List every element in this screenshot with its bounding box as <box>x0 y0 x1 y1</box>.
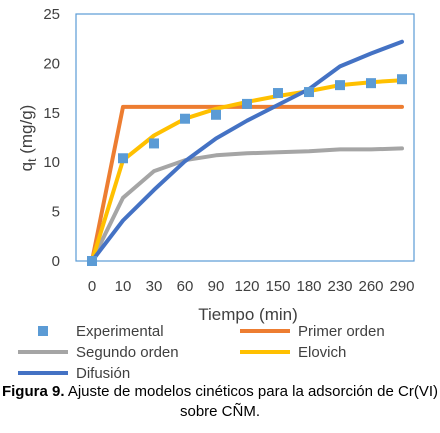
x-tick-label-0: 0 <box>88 278 96 295</box>
y-tick-label-1: 5 <box>52 204 60 221</box>
y-axis-title: qt (mg/g) <box>17 105 39 172</box>
x-tick-label-3: 60 <box>177 278 194 295</box>
y-axis-title-rest: (mg/g) <box>17 105 36 159</box>
x-tick-label-5: 120 <box>234 278 259 295</box>
caption-lead: Figura 9. <box>1 383 65 400</box>
x-tick-label-6: 150 <box>265 278 290 295</box>
figure-caption: Figura 9. Ajuste de modelos cinéticos pa… <box>0 382 440 422</box>
experimental-point-0 <box>87 256 97 266</box>
experimental-point-9 <box>366 78 376 89</box>
y-axis-title-base: q <box>17 162 36 171</box>
experimental-point-2 <box>149 138 159 149</box>
experimental-point-1 <box>118 153 128 164</box>
legend-label-experimental: Experimental <box>76 323 164 340</box>
legend-label-segundo-orden: Segundo orden <box>76 344 179 361</box>
x-tick-label-4: 90 <box>208 278 225 295</box>
plot-area-border <box>75 13 415 262</box>
y-tick-label-5: 25 <box>43 6 60 23</box>
x-tick-label-9: 260 <box>358 278 383 295</box>
experimental-point-8 <box>335 80 345 91</box>
experimental-point-6 <box>273 88 283 99</box>
y-tick-label-0: 0 <box>52 253 60 270</box>
y-axis-title-sub: t <box>25 158 39 162</box>
legend: Experimental Primer orden Segundo orden Elo… <box>18 323 385 382</box>
segundo-orden-line <box>90 146 404 263</box>
legend-label-elovich: Elovich <box>298 344 346 361</box>
caption-text: Ajuste de modelos cinéticos para la adso… <box>64 383 439 420</box>
series-difusion <box>90 39 404 263</box>
x-tick-label-8: 230 <box>327 278 352 295</box>
legend-swatch-experimental <box>38 326 48 336</box>
series-segundo-orden <box>90 146 404 263</box>
y-tick-label-3: 15 <box>43 105 60 122</box>
y-tick-label-2: 10 <box>43 154 60 171</box>
y-tick-label-4: 20 <box>43 55 60 72</box>
legend-label-difusion: Difusión <box>76 365 130 382</box>
experimental-point-10 <box>397 74 407 85</box>
x-tick-label-10: 290 <box>389 278 414 295</box>
legend-label-primer-orden: Primer orden <box>298 323 385 340</box>
experimental-point-3 <box>180 113 190 124</box>
x-tick-label-1: 10 <box>115 278 132 295</box>
difusion-line <box>90 39 404 263</box>
x-tick-label-7: 180 <box>296 278 321 295</box>
series-experimental <box>87 74 407 266</box>
experimental-point-4 <box>211 109 221 120</box>
experimental-point-5 <box>242 98 252 109</box>
x-tick-label-2: 30 <box>146 278 163 295</box>
experimental-point-7 <box>304 87 314 98</box>
x-axis-title: Tiempo (min) <box>198 305 298 324</box>
